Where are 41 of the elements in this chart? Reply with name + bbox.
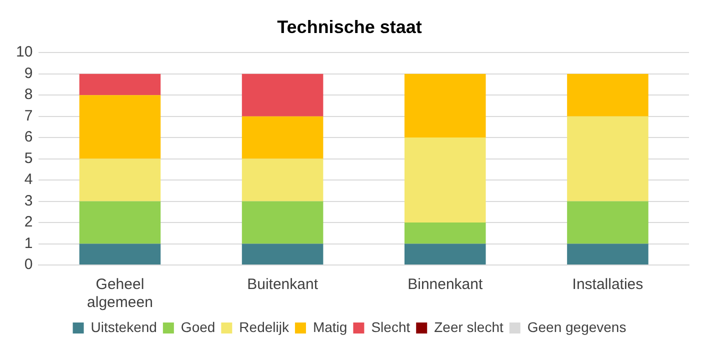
bar (242, 201, 324, 244)
x-tick-label: Buitenkant (247, 276, 319, 294)
x-tick-label: Geheel algemeen (87, 276, 153, 312)
y-tick-label: 3 (24, 192, 33, 210)
bar (567, 116, 648, 202)
y-tick-label: 2 (24, 214, 33, 231)
legend-label: Uitstekend (90, 318, 157, 335)
bar (242, 74, 324, 116)
legend-label: Goed (180, 318, 216, 335)
y-tick-label: 4 (24, 171, 33, 188)
bar (404, 244, 486, 264)
legend-label: Slecht (371, 318, 410, 335)
bar (404, 74, 486, 138)
bar (242, 244, 324, 264)
y-tick-label: 10 (16, 44, 33, 61)
x-tick-label: Installaties (572, 276, 644, 294)
bar (242, 158, 324, 202)
bar (79, 74, 161, 96)
legend-label: Geen gegevens (527, 318, 626, 335)
y-tick-label: 0 (24, 256, 33, 274)
y-tick-label: 9 (24, 64, 33, 82)
y-tick-label: 1 (24, 234, 33, 252)
bar (567, 244, 648, 264)
y-tick-label: 7 (24, 107, 33, 124)
x-tick-label: Binnenkant (408, 276, 484, 294)
bar (404, 138, 486, 223)
legend-label: Zeer slecht (434, 318, 504, 335)
bar (567, 74, 648, 116)
y-tick-label: 6 (24, 128, 33, 146)
bar (79, 158, 161, 202)
legend-label: Matig (312, 318, 348, 335)
y-tick-label: 8 (24, 86, 33, 104)
bar (567, 201, 648, 244)
bar (404, 222, 486, 244)
chart-title: Technische staat (277, 16, 422, 37)
bar (242, 116, 324, 159)
legend-label: Redelijk (239, 318, 290, 335)
y-tick-label: 5 (24, 150, 33, 167)
bar (79, 244, 161, 264)
bar (79, 201, 161, 244)
bar (79, 95, 161, 159)
